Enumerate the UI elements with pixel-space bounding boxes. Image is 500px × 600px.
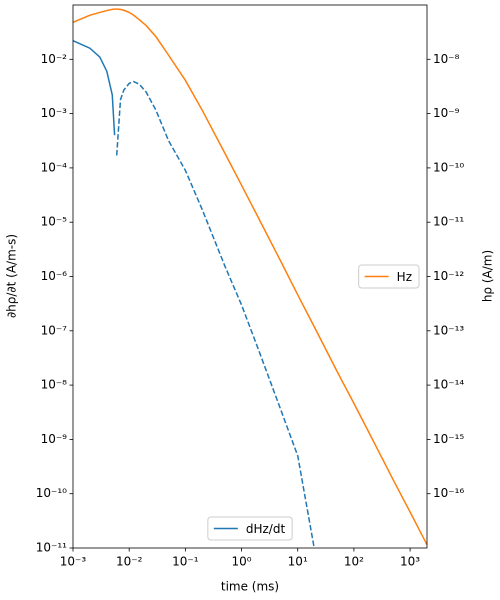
y2-tick-label: 10⁻⁹ [433,106,460,120]
series-line [115,80,315,548]
y-tick-label: 10⁻¹¹ [36,541,67,555]
x-tick-label: 10¹ [288,555,308,569]
y-tick-label: 10⁻³ [41,106,68,120]
legend: Hz [358,264,420,289]
x-tick-label: 10⁻³ [60,555,87,569]
y2-axis-label: hρ (A/m) [481,250,495,302]
y-tick-label: 10⁻⁸ [41,378,68,392]
y2-tick-label: 10⁻¹² [433,269,464,283]
y2-tick-label: 10⁻¹³ [433,323,464,337]
legend: dHz/dt [207,516,293,541]
legend-box [207,516,293,541]
y2-tick-label: 10⁻¹⁵ [433,432,464,446]
y-tick-label: 10⁻⁵ [41,215,68,229]
legend-box [358,264,420,289]
y-tick-label: 10⁻¹⁰ [36,486,67,500]
y-tick-label: 10⁻² [41,52,68,66]
y2-tick-label: 10⁻¹⁴ [433,378,464,392]
series-line [73,8,427,546]
y-tick-label: 10⁻⁶ [41,269,68,283]
x-tick-label: 10⁰ [231,555,251,569]
y-tick-label: 10⁻⁹ [41,432,68,446]
plot-frame [72,4,428,549]
y-tick-label: 10⁻⁴ [41,160,68,174]
x-tick-label: 10² [344,555,364,569]
y-tick-label: 10⁻⁷ [41,323,68,337]
x-tick-label: 10³ [400,555,420,569]
x-tick-label: 10⁻¹ [172,555,199,569]
x-axis-label: time (ms) [221,580,279,594]
legend-label: dHz/dt [246,522,286,536]
y2-tick-label: 10⁻⁸ [433,52,460,66]
x-tick-label: 10⁻² [116,555,143,569]
series-line [73,40,116,136]
plot-lines [73,8,427,548]
y2-tick-label: 10⁻¹¹ [433,215,464,229]
y-axis-label: ∂hρ/∂t (A/m-s) [5,234,19,318]
y2-tick-label: 10⁻¹⁶ [433,486,464,500]
y2-tick-label: 10⁻¹⁰ [433,160,464,174]
legend-label: Hz [397,270,412,284]
